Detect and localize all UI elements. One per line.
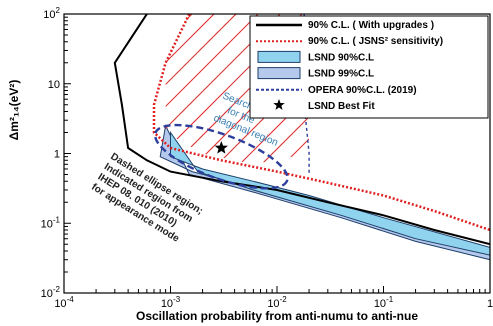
legend-label: 90% C.L. ( JSNS² sensitivity) (308, 36, 443, 47)
hatch-line (165, 14, 241, 165)
legend-label: LSND 99%C.L (308, 69, 374, 80)
legend-label: LSND 90%C.L (308, 52, 374, 63)
hatch-line (0, 10, 64, 326)
hatch-line (0, 10, 42, 326)
hatch-line (0, 10, 20, 326)
ihep-ellipse (153, 123, 289, 190)
x-tick-label: 10-1 (374, 295, 394, 310)
plot-frame (63, 13, 491, 294)
y-tick-label: 102 (43, 6, 60, 21)
hatch-line (165, 14, 263, 165)
x-tick-label: 1 (487, 298, 493, 310)
legend-label: OPERA 90%C.L. (2019) (308, 85, 417, 96)
x-tick-label: 10-4 (54, 295, 74, 310)
legend-label: LSND Best Fit (308, 101, 375, 112)
x-tick-label: 10-3 (161, 295, 181, 310)
y-tick-label: 10 (48, 79, 60, 91)
legend-box (249, 15, 489, 119)
y-axis-label: Δm²₁₄(eV²) (7, 80, 21, 141)
x-axis-label: Oscillation probability from anti-numu t… (136, 309, 418, 323)
series-line-1 (113, 14, 490, 246)
series-line-3 (303, 14, 310, 175)
legend-swatch (257, 67, 301, 80)
y-tick-label: 1 (54, 149, 60, 161)
best-fit-star (214, 141, 228, 154)
legend: 90% C.L. ( With upgrades ) 90% C.L. ( JSN… (249, 15, 489, 119)
legend-label: 90% C.L. ( With upgrades ) (308, 20, 434, 31)
y-tick-label: 10-1 (41, 215, 61, 230)
legend-swatch (257, 50, 301, 63)
hatch-line (165, 14, 285, 165)
x-tick-label: 10-2 (267, 295, 287, 310)
lsnd-region-2 (170, 130, 490, 256)
legend-swatch (273, 99, 285, 110)
series-line-2 (152, 14, 490, 232)
